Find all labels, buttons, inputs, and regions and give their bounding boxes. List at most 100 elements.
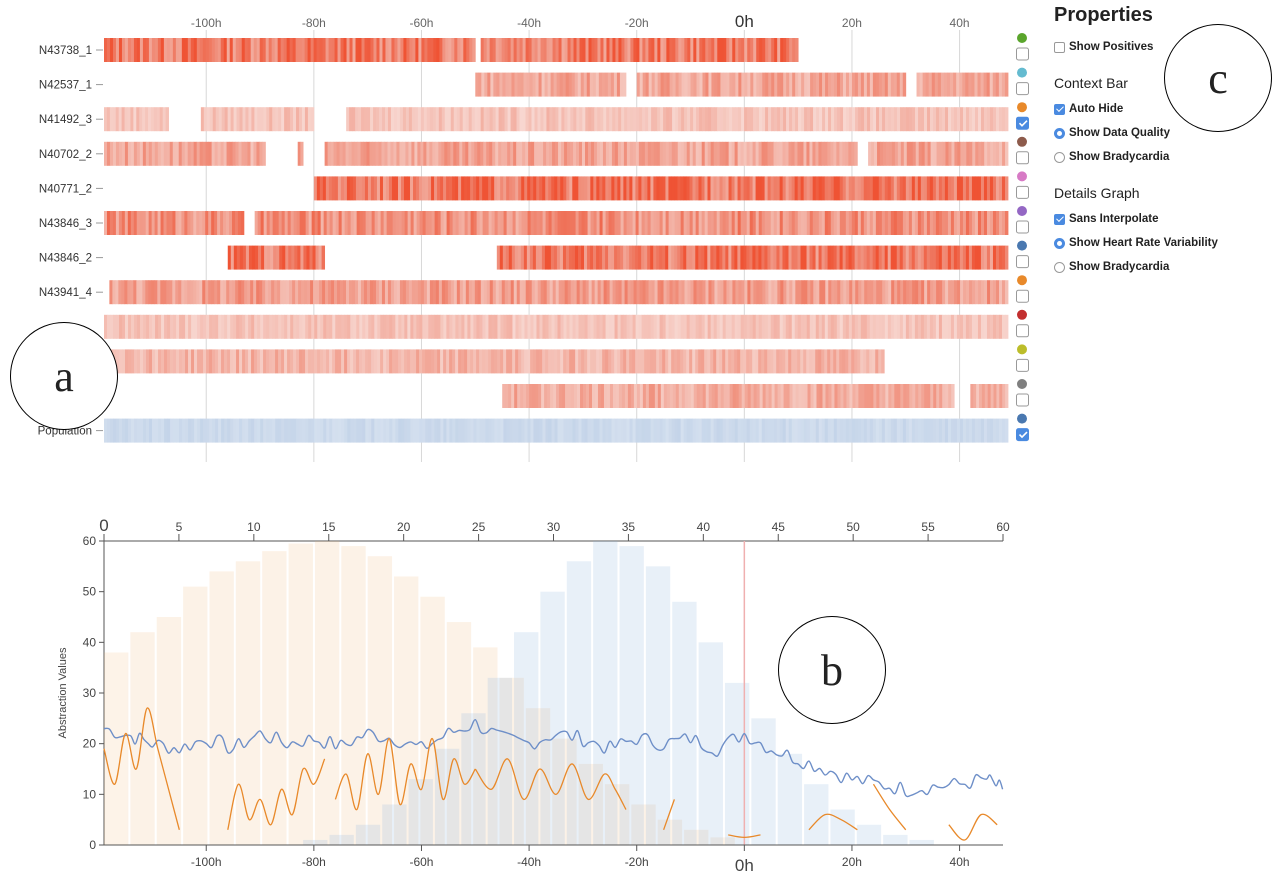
histogram-bar	[262, 551, 287, 845]
row-color-dot	[1017, 33, 1027, 43]
histogram-bar	[909, 839, 934, 845]
row-checkbox[interactable]	[1016, 47, 1029, 61]
histogram-bar	[698, 642, 723, 845]
histogram-bar	[235, 561, 261, 845]
series-line-blue	[103, 719, 1004, 798]
show-bradycardia-context-option[interactable]: Show Bradycardia	[1054, 145, 1275, 169]
show-positives-checkbox[interactable]	[1054, 41, 1065, 53]
show-bradycardia-context-radio[interactable]	[1054, 151, 1065, 163]
show-bradycardia-details-label: Show Bradycardia	[1069, 261, 1170, 273]
properties-title: Properties	[1054, 4, 1153, 26]
row-checkbox[interactable]	[1016, 324, 1029, 338]
auto-hide-option[interactable]: Auto Hide	[1054, 97, 1275, 121]
histogram-bar	[446, 622, 472, 845]
row-checkbox[interactable]	[1016, 289, 1029, 303]
heatmap-row-label: N40771_2	[39, 183, 92, 195]
heatmap-row-label: N43941_4	[39, 287, 93, 299]
auto-hide-checkbox[interactable]	[1054, 103, 1065, 115]
x-axis-tick-label: -40h	[517, 855, 541, 869]
histogram-bar	[657, 819, 683, 845]
heatmap-row-label: N43846_3	[39, 218, 92, 230]
row-checkbox[interactable]	[1016, 116, 1029, 130]
row-checkbox[interactable]	[1016, 358, 1029, 372]
sans-interpolate-checkbox[interactable]	[1054, 213, 1065, 225]
series-line-orange-segment	[474, 758, 627, 810]
heatmap-segment	[642, 107, 1009, 132]
histogram-bar	[619, 546, 644, 845]
histogram-bar	[710, 837, 735, 845]
show-bradycardia-details-radio[interactable]	[1054, 261, 1065, 273]
top-axis-tick-label: 15	[322, 520, 336, 534]
show-data-quality-radio[interactable]	[1054, 127, 1065, 139]
row-checkbox[interactable]	[1016, 185, 1029, 199]
histogram-bar	[645, 566, 671, 845]
heatmap-x-tick-label: -20h	[625, 16, 649, 30]
row-checkbox[interactable]	[1016, 393, 1029, 407]
heatmap-x-tick-label: 0h	[735, 12, 754, 31]
series-line-orange-segment	[227, 758, 326, 830]
heatmap-segment	[104, 141, 266, 166]
row-color-dot	[1017, 206, 1027, 216]
details-line-chart: 0 5 10 15 20 25 30 35 40 45 50 55 600102030405060Abs…	[57, 516, 1010, 875]
heatmap-x-tick-label: -60h	[409, 16, 433, 30]
row-checkbox[interactable]	[1016, 220, 1029, 234]
show-hrv-option[interactable]: Show Heart Rate Variability	[1054, 231, 1275, 255]
histogram-bar	[104, 652, 129, 845]
row-checkbox[interactable]	[1016, 82, 1029, 96]
show-hrv-radio[interactable]	[1054, 237, 1065, 249]
heatmap-segment	[313, 176, 1009, 201]
x-axis-tick-label: -100h	[191, 855, 222, 869]
row-checkbox[interactable]	[1016, 428, 1029, 442]
histogram-bar	[604, 784, 630, 845]
row-color-dot	[1017, 309, 1027, 320]
histogram-bar	[367, 556, 393, 845]
series-line-orange-segment	[808, 813, 858, 831]
histogram-bar	[314, 541, 340, 845]
x-axis-tick-label: -60h	[409, 855, 433, 869]
row-checkbox[interactable]	[1016, 255, 1029, 269]
top-axis-tick-label: 25	[472, 520, 486, 534]
top-axis-tick-label: 45	[772, 520, 786, 534]
histogram-bar	[288, 543, 313, 845]
heatmap-row-label: N43846_2	[39, 253, 92, 265]
heatmap-segment	[104, 314, 1009, 339]
top-axis-tick-label: 5	[176, 520, 183, 534]
heatmap-segment	[104, 38, 476, 62]
heatmap-segment	[104, 349, 885, 374]
row-color-dot	[1017, 171, 1027, 182]
heatmap-segment	[916, 72, 1009, 97]
heatmap-segment	[109, 280, 1009, 305]
series-line-orange-segment	[663, 799, 675, 831]
heatmap-segment	[104, 211, 245, 235]
histogram-bar	[830, 809, 855, 845]
row-checkbox[interactable]	[1016, 151, 1029, 165]
heatmap-segment	[346, 107, 643, 132]
heatmap-segment	[324, 141, 858, 166]
histogram-bar	[540, 591, 565, 845]
x-axis-tick-label: -80h	[302, 855, 326, 869]
show-data-quality-label: Show Data Quality	[1069, 127, 1170, 139]
sans-interpolate-option[interactable]: Sans Interpolate	[1054, 207, 1275, 231]
heatmap-row-label: N40702_2	[39, 149, 92, 161]
top-axis-tick-label: 35	[622, 520, 636, 534]
x-axis-tick-label: 0h	[735, 856, 754, 875]
histogram-bar	[883, 834, 908, 845]
histogram-bar	[473, 647, 498, 845]
histogram-bar	[329, 834, 354, 845]
row-color-dot	[1017, 240, 1027, 251]
heatmap-x-tick-label: -100h	[191, 16, 222, 30]
series-line-orange-segment	[728, 834, 761, 839]
heatmap-segment	[480, 38, 799, 62]
label-a: a	[10, 322, 118, 430]
histogram-bar	[434, 748, 460, 845]
heatmap-row-label: N42537_1	[39, 80, 92, 92]
heatmap-segment	[502, 384, 955, 408]
show-positives-option[interactable]: Show Positives	[1054, 35, 1275, 59]
show-data-quality-option[interactable]: Show Data Quality	[1054, 121, 1275, 145]
heatmap-x-tick-label: -40h	[517, 16, 541, 30]
heatmap-segment	[636, 72, 907, 97]
series-line-orange-segment	[948, 813, 998, 841]
series-line-orange-segment	[334, 737, 476, 811]
show-bradycardia-details-option[interactable]: Show Bradycardia	[1054, 255, 1275, 279]
row-color-dot	[1017, 413, 1027, 424]
